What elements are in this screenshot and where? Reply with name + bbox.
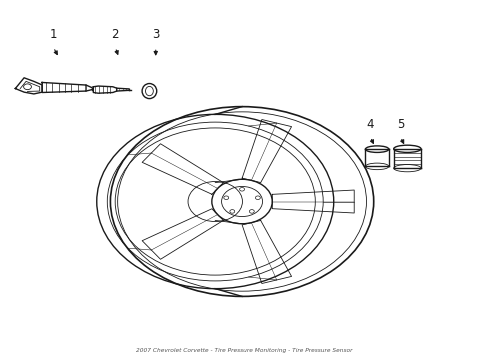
Text: 2007 Chevrolet Corvette - Tire Pressure Monitoring - Tire Pressure Sensor: 2007 Chevrolet Corvette - Tire Pressure …: [136, 348, 352, 353]
Text: 4: 4: [366, 117, 373, 131]
Text: 2: 2: [111, 28, 119, 41]
Text: 5: 5: [396, 117, 404, 131]
Text: 3: 3: [152, 28, 159, 41]
Text: 1: 1: [49, 28, 57, 41]
